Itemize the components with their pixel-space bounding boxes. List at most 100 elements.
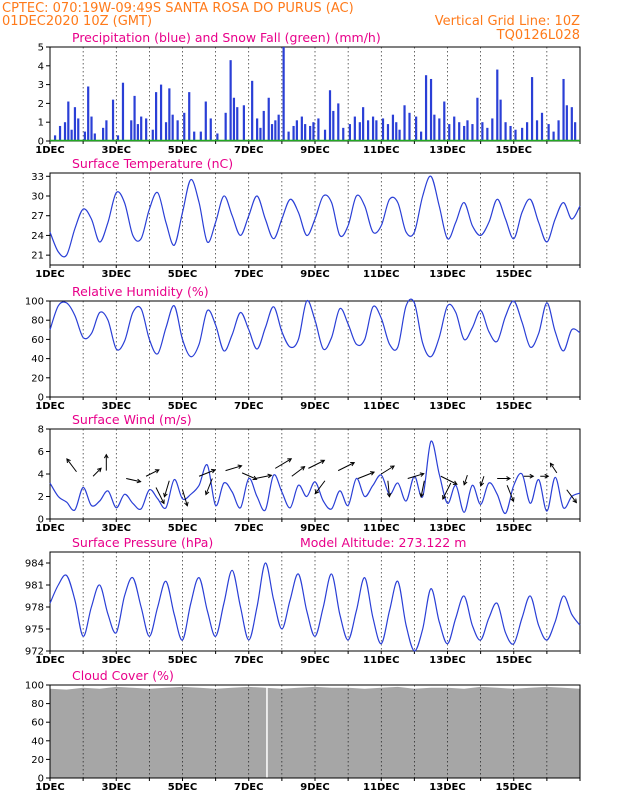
precip-bar: [63, 122, 67, 141]
precip-bar: [466, 120, 469, 141]
wind-arrow-head: [204, 490, 210, 496]
wind-arrow: [126, 478, 141, 483]
precip-bar: [403, 105, 406, 141]
x-tick-label: 9DEC: [300, 655, 329, 666]
x-tick-label: 7DEC: [234, 145, 263, 156]
x-tick-label: 9DEC: [300, 523, 329, 534]
header-date: 01DEC2020 10Z (GMT): [2, 14, 152, 29]
precip-bar: [270, 124, 274, 141]
x-tick-label: 5DEC: [168, 523, 197, 534]
precip-bar: [232, 97, 236, 141]
wind-arrow-head: [390, 465, 395, 470]
panel-title: Surface Temperature (nC): [72, 156, 233, 171]
precip-bar: [371, 116, 375, 141]
wind-arrow: [463, 474, 468, 485]
precip-bar: [420, 131, 423, 141]
precip-bar: [262, 110, 265, 141]
x-tick-label: 15DEC: [496, 269, 532, 280]
wind-arrow: [337, 462, 355, 472]
wind-arrow-head: [462, 480, 468, 486]
wind-arrow: [66, 458, 77, 473]
wind-arrow: [225, 465, 242, 472]
wind-arrow: [357, 471, 375, 479]
x-tick-label: 13DEC: [429, 401, 465, 412]
precip-bar: [332, 110, 335, 141]
precip-bar: [236, 107, 239, 141]
y-tick-label: 0: [38, 393, 44, 404]
x-tick-label: 11DEC: [363, 523, 399, 534]
x-tick-label: 7DEC: [234, 401, 263, 412]
wind-arrow: [145, 469, 160, 477]
precip-bar: [251, 80, 254, 141]
y-tick-label: 981: [25, 581, 44, 592]
precip-bar: [395, 122, 398, 141]
precip-bar: [499, 99, 502, 141]
wind-arrow: [480, 476, 485, 487]
precip-bar: [391, 114, 395, 141]
precip-bar: [259, 127, 262, 141]
wind-arrow: [92, 467, 102, 477]
wind-arrow-head: [97, 467, 102, 473]
y-tick-label: 20: [31, 373, 44, 384]
precip-bar: [209, 118, 212, 141]
precip-bar: [463, 125, 466, 141]
y-tick-label: 80: [31, 316, 44, 327]
precip-bar: [415, 116, 418, 141]
precip-bar: [155, 92, 158, 141]
wind-arrow: [506, 485, 514, 502]
precip-bar: [398, 129, 401, 141]
precip-bar: [514, 129, 517, 141]
wind-arrow-head: [163, 492, 168, 498]
precip-bar: [496, 69, 499, 141]
precip-bar: [292, 125, 295, 141]
y-tick-label: 40: [31, 736, 44, 747]
precip-bar: [136, 124, 139, 141]
wind-arrow: [255, 474, 272, 479]
x-tick-label: 1DEC: [35, 269, 64, 280]
x-tick-label: 11DEC: [363, 401, 399, 412]
x-tick-label: 13DEC: [429, 523, 465, 534]
precip-bar: [375, 120, 378, 141]
precip-bar: [116, 135, 120, 141]
x-tick-label: 9DEC: [300, 401, 329, 412]
precip-bar: [535, 120, 539, 141]
wind-arrow-head: [442, 494, 447, 500]
precip-bar: [164, 122, 168, 141]
precip-bar: [570, 107, 573, 141]
precip-bar: [193, 131, 196, 141]
precip-bar: [557, 120, 560, 141]
y-tick-label: 978: [25, 603, 44, 614]
precip-bar: [183, 112, 186, 141]
precip-bar: [216, 133, 219, 141]
y-tick-label: 2: [38, 492, 44, 503]
precip-bar: [90, 116, 93, 141]
precip-bar: [102, 127, 105, 141]
precip-bar: [229, 60, 232, 141]
precip-bar: [267, 97, 270, 141]
x-tick-label: 3DEC: [102, 269, 131, 280]
x-tick-label: 1DEC: [35, 782, 64, 793]
precip-bar: [199, 131, 202, 141]
wind-arrow-head: [419, 472, 425, 477]
wind-arrow-head: [184, 501, 189, 507]
x-tick-label: 1DEC: [35, 145, 64, 156]
wind-arrow-head: [300, 466, 306, 471]
x-tick-label: 11DEC: [363, 655, 399, 666]
precip-bar: [486, 127, 489, 141]
wind-arrow-head: [510, 497, 515, 503]
precip-bar: [242, 105, 245, 141]
wind-arrow-head: [314, 489, 320, 495]
cloud-cover-area: [50, 686, 580, 778]
wind-arrow: [407, 473, 424, 479]
panel-annotation: Model Altitude: 273.122 m: [300, 535, 466, 550]
precip-bar: [151, 129, 154, 141]
precip-bar: [159, 84, 163, 141]
y-tick-label: 3: [38, 80, 44, 91]
x-tick-label: 15DEC: [496, 145, 532, 156]
precip-bar: [358, 122, 361, 141]
precip-bar: [77, 118, 80, 141]
x-tick-label: 13DEC: [429, 782, 465, 793]
precip-bar: [540, 112, 544, 141]
precip-bar: [53, 135, 57, 141]
panel-4: 972 975 978 981 984 1DEC 3DEC 5DEC 7DEC 9DEC 11DEC…: [25, 535, 581, 666]
